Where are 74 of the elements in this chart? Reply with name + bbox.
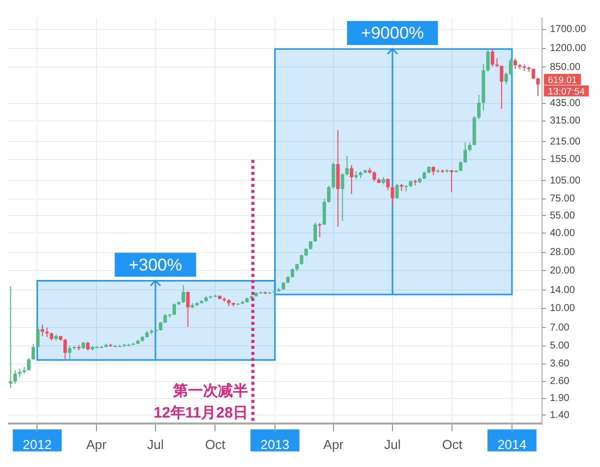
y-tick-label: 10.00 [550,303,576,314]
candlestick [186,291,190,328]
candlestick [32,343,36,360]
candlestick [63,338,67,360]
y-tick-label: 55.00 [550,210,576,222]
y-tick-label: 315.00 [550,116,581,127]
x-tick-label: Apr [86,436,108,452]
text: 13:07:54 [548,86,585,98]
candlestick [318,222,322,238]
y-tick-label: 435.00 [550,98,581,110]
candlestick [300,254,304,266]
candlestick [290,268,294,278]
candlestick [36,324,40,348]
y-tick-label: 215.00 [550,136,581,148]
candlestick [40,324,44,337]
x-tick-label: Oct [442,436,463,452]
y-tick-label: 28.00 [550,247,576,258]
y-tick-label: 105.00 [550,175,581,186]
x-tick-label: Apr [323,436,344,452]
annotation: +9000% [361,24,424,43]
candlestick [432,166,436,176]
candlestick [322,198,326,226]
candlestick [158,321,162,332]
candlestick [513,58,517,70]
candlestick [500,65,504,110]
candlestick [372,170,376,182]
candlestick [350,164,354,195]
x-tick-label: 2012 [22,436,52,452]
candlestick [458,160,462,172]
x-tick-label: 2014 [498,436,526,452]
y-tick-label: 1700.00 [550,24,586,36]
candlestick [395,183,399,200]
y-tick-label: 1200.00 [550,43,586,54]
y-tick-label: 5.00 [550,340,570,352]
y-tick-label: 850.00 [550,62,581,73]
candlestick [490,48,494,67]
x-tick-label: Oct [205,436,226,452]
y-tick-label: 14.00 [550,284,576,296]
candlestick [27,358,31,371]
candlestick [536,77,540,96]
y-tick-label: 20.00 [550,265,576,276]
text: 619.01 [548,74,577,86]
candlestick [477,94,481,120]
candlestick [68,345,72,360]
candlestick [45,327,49,338]
candlestick [13,370,17,384]
y-tick-label: 1.90 [550,393,570,404]
y-tick-label: 7.00 [550,322,570,334]
y-tick-label: 3.60 [550,358,570,370]
x-tick-label: Jul [147,436,164,452]
candlestick [327,185,331,204]
candlestick [508,58,512,76]
candlestick [340,172,344,222]
candlestick [486,48,490,72]
candlestick [345,155,349,176]
candlestick [332,162,336,190]
annotation: +300% [128,255,182,274]
candlestick [182,284,186,304]
candlestick [172,303,176,316]
y-tick-label: 40.00 [550,228,576,239]
ref-line-label: 第一次减半 12年11月28日 [154,382,248,422]
x-tick-label: Jul [384,436,401,452]
candlestick [504,72,508,85]
candlestick [313,222,317,242]
candlestick [532,68,536,80]
y-tick-label: 2.60 [550,376,570,388]
candlestick [463,142,467,164]
x-tick-label: 2013 [260,436,290,452]
candlestick [8,286,12,389]
candlestick [390,186,394,206]
y-tick-label: 155.00 [550,154,581,166]
y-tick-label: 1.40 [550,410,570,421]
y-tick-label: 75.00 [550,194,576,205]
candlestick [386,178,390,191]
